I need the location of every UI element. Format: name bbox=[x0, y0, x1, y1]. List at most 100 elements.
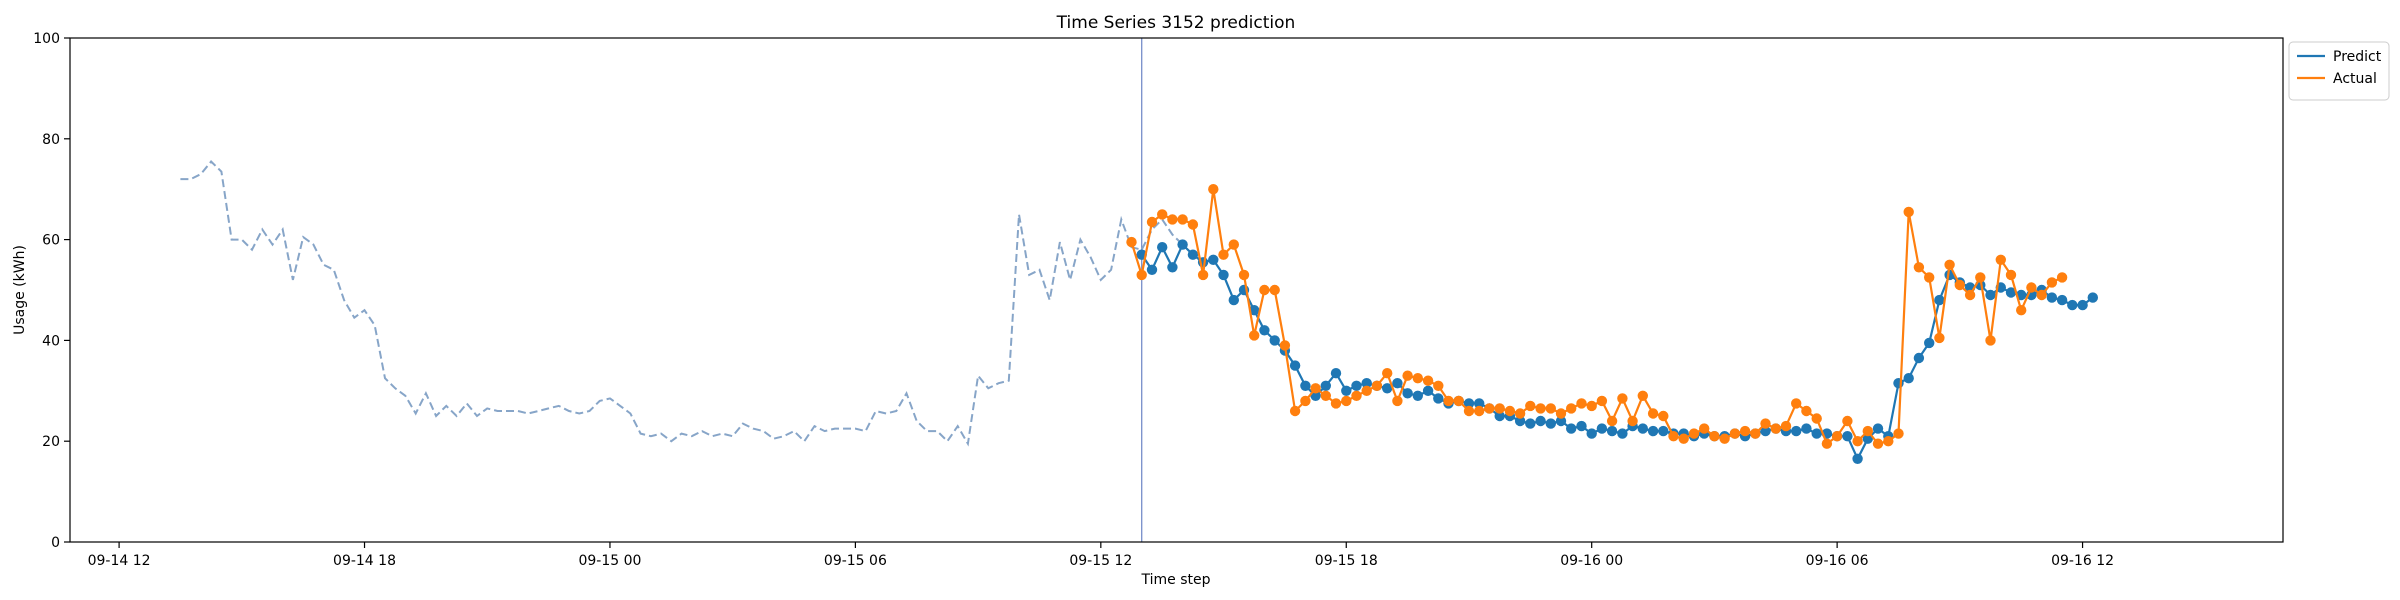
predict-point bbox=[2056, 294, 2068, 306]
actual-point bbox=[1146, 216, 1158, 228]
actual-point bbox=[1688, 428, 1700, 439]
actual-point bbox=[1525, 400, 1536, 412]
actual-point bbox=[1310, 383, 1321, 394]
predict-point bbox=[1617, 428, 1628, 439]
predict-point bbox=[1167, 262, 1178, 273]
predict-point bbox=[1361, 378, 1372, 389]
actual-point bbox=[1811, 413, 1822, 424]
predict-point bbox=[1647, 425, 1659, 437]
predict-line bbox=[1140, 242, 2094, 462]
predict-point bbox=[1208, 254, 1219, 265]
predict-point bbox=[1474, 398, 1485, 409]
legend: Predict Actual bbox=[2288, 41, 2390, 101]
actual-point bbox=[1617, 393, 1628, 404]
actual-point bbox=[1474, 405, 1485, 417]
actual-point bbox=[1668, 431, 1679, 442]
predict-point bbox=[1433, 393, 1444, 404]
x-tick-label: 09-15 06 bbox=[824, 553, 887, 569]
actual-point bbox=[1647, 408, 1659, 419]
plot-background bbox=[70, 38, 2283, 542]
actual-point bbox=[1187, 219, 1199, 230]
actual-point bbox=[1126, 236, 1137, 248]
actual-line bbox=[1130, 189, 2063, 446]
actual-point bbox=[2046, 277, 2058, 288]
y-axis: 0 20 40 60 80 100 bbox=[33, 31, 70, 551]
x-tick-label: 09-16 00 bbox=[1560, 553, 1623, 569]
predict-point bbox=[1811, 428, 1822, 439]
x-tick-label: 09-15 00 bbox=[578, 553, 641, 569]
actual-point bbox=[1627, 415, 1638, 427]
actual-point bbox=[1924, 272, 1935, 283]
actual-point bbox=[1934, 332, 1945, 344]
actual-point bbox=[1208, 184, 1219, 195]
predict-point bbox=[2087, 292, 2098, 303]
predict-point bbox=[1392, 378, 1403, 389]
actual-point bbox=[1289, 405, 1301, 417]
actual-point bbox=[1514, 408, 1526, 419]
actual-point bbox=[1739, 425, 1751, 437]
y-tick-label: 60 bbox=[42, 233, 60, 249]
actual-point bbox=[1402, 370, 1413, 381]
actual-point bbox=[1576, 398, 1587, 409]
actual-point bbox=[1392, 395, 1403, 407]
predict-point bbox=[1545, 418, 1557, 429]
actual-point bbox=[1463, 405, 1475, 417]
x-tick-label: 09-16 06 bbox=[1806, 553, 1869, 569]
predict-point bbox=[1791, 425, 1802, 437]
actual-point bbox=[1862, 425, 1874, 437]
actual-point bbox=[1382, 368, 1393, 379]
y-axis-label: Usage (kWh) bbox=[12, 245, 28, 335]
predict-point bbox=[1924, 337, 1935, 349]
predict-point bbox=[1862, 433, 1874, 444]
predict-point bbox=[1985, 289, 1996, 301]
actual-point bbox=[1964, 289, 1976, 301]
actual-point bbox=[1361, 385, 1372, 396]
predict-point bbox=[1412, 390, 1424, 401]
predict-point bbox=[1146, 264, 1158, 275]
predict-point bbox=[1289, 360, 1301, 371]
legend-label: Predict bbox=[2333, 49, 2382, 65]
predict-point bbox=[1872, 423, 1884, 434]
x-axis: 09-14 12 09-14 18 09-15 00 09-15 06 09-15 12… bbox=[88, 542, 2114, 569]
predict-point bbox=[1760, 425, 1771, 437]
predict-point bbox=[1913, 352, 1925, 364]
actual-point bbox=[2026, 282, 2037, 293]
actual-point bbox=[1606, 415, 1618, 427]
predict-point bbox=[1218, 269, 1229, 281]
predict-point bbox=[1259, 325, 1270, 336]
predict-point bbox=[1300, 380, 1311, 391]
actual-point bbox=[1975, 272, 1986, 283]
x-tick-label: 09-16 12 bbox=[2051, 553, 2114, 569]
history-series bbox=[180, 160, 1184, 447]
predict-point bbox=[2005, 287, 2017, 298]
actual-point bbox=[1484, 403, 1495, 414]
actual-point bbox=[1801, 405, 1812, 417]
actual-point bbox=[1269, 284, 1280, 296]
actual-point bbox=[1504, 405, 1516, 417]
actual-point bbox=[1954, 279, 1966, 291]
chart-title: Time Series 3152 prediction bbox=[1056, 13, 1296, 33]
actual-point bbox=[1566, 403, 1577, 414]
x-tick-label: 09-14 12 bbox=[88, 553, 151, 569]
predict-point bbox=[1463, 398, 1475, 409]
actual-point bbox=[1351, 390, 1362, 401]
actual-point bbox=[2056, 272, 2068, 283]
actual-point bbox=[1228, 239, 1240, 250]
predict-point bbox=[1801, 423, 1812, 434]
x-tick-label: 09-14 18 bbox=[333, 553, 396, 569]
legend-label: Actual bbox=[2333, 71, 2377, 87]
actual-point bbox=[1555, 408, 1567, 419]
predict-point bbox=[1341, 385, 1352, 396]
predict-point bbox=[1606, 425, 1618, 437]
actual-point bbox=[1658, 410, 1669, 422]
actual-point bbox=[1535, 403, 1546, 414]
actual-point bbox=[1842, 415, 1853, 427]
actual-point bbox=[1678, 433, 1689, 444]
actual-point bbox=[1831, 431, 1843, 442]
actual-point bbox=[1157, 209, 1168, 220]
actual-point bbox=[1760, 418, 1771, 429]
actual-point bbox=[1545, 403, 1557, 414]
actual-point bbox=[1238, 269, 1250, 281]
predict-point bbox=[1637, 423, 1649, 434]
actual-point bbox=[2016, 305, 2027, 316]
